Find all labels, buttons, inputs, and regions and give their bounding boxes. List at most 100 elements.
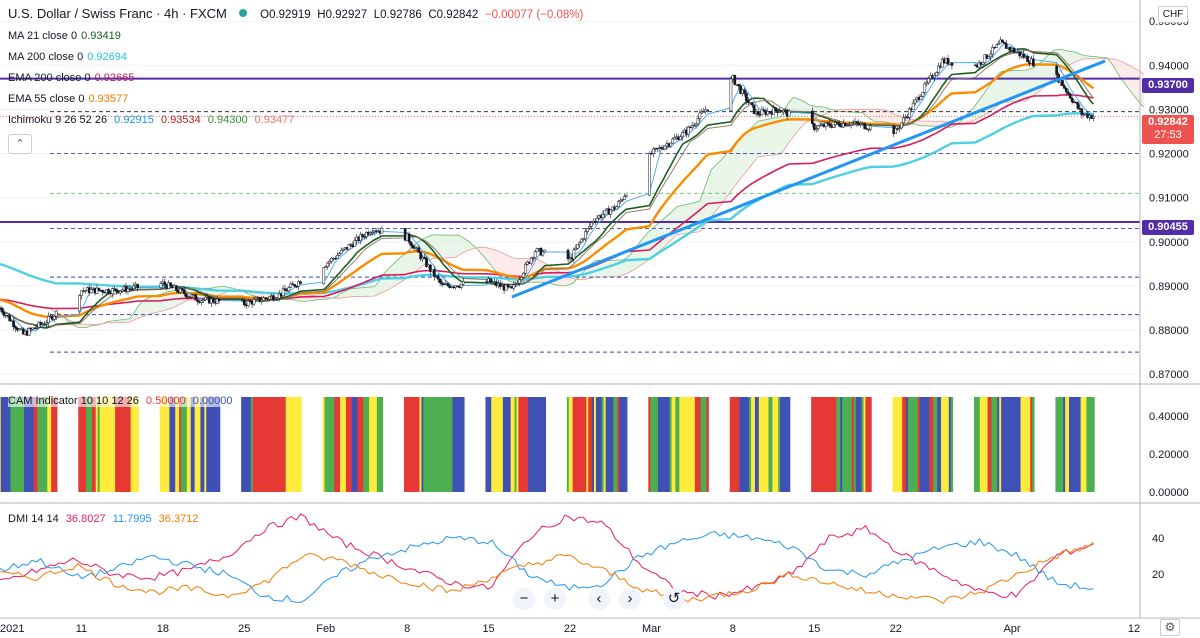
cam-bar [906, 397, 909, 492]
cam-bar [258, 397, 261, 492]
zoom-out-button[interactable]: − [513, 588, 535, 610]
legend-cam[interactable]: CAM Indicator 10 10 12 26 0.50000 0.0000… [8, 395, 233, 407]
cam-bar [785, 397, 789, 492]
cloud-segment [465, 239, 468, 252]
cam-bar [1022, 397, 1025, 492]
candle-body [1076, 102, 1080, 109]
panel-frames [0, 0, 1200, 619]
cloud-segment [738, 137, 741, 182]
cam-bar [749, 397, 752, 492]
candle-body [425, 258, 428, 267]
cam-bar [25, 397, 29, 492]
legend-ema55[interactable]: EMA 55 close 0 0.93577 [8, 93, 128, 105]
cloud-segment [482, 247, 485, 258]
cloud-segment [1120, 61, 1123, 81]
cam-bar [758, 397, 762, 492]
cloud-segment [411, 246, 413, 275]
cloud-segment [897, 115, 900, 125]
candle-body [595, 217, 599, 222]
candle-body [1055, 65, 1058, 75]
candle-body [514, 283, 518, 285]
cloud-segment [399, 256, 402, 283]
cam-bar [128, 397, 132, 492]
candle-body [335, 255, 339, 259]
legend-ichimoku[interactable]: Ichimoku 9 26 52 26 0.92915 0.93534 0.94… [8, 114, 294, 126]
cam-bar [592, 397, 595, 492]
cam-bar [652, 397, 655, 492]
cam-bar [925, 397, 928, 492]
cloud-segment [866, 109, 869, 118]
candle-body [752, 104, 756, 114]
collapse-legend-button[interactable]: ⌃ [8, 134, 32, 154]
cam-bar [689, 397, 692, 492]
cloud-segment [622, 259, 625, 276]
legend-value: 0.93534 [160, 114, 201, 126]
cam-bar [911, 397, 915, 492]
cam-bar [570, 397, 574, 492]
cam-bar [184, 397, 188, 492]
candle-body [27, 328, 31, 336]
cam-bar [917, 397, 921, 492]
cam-bar [31, 397, 35, 492]
cloud-segment [1136, 69, 1139, 101]
legend-value: 36.3712 [158, 513, 199, 525]
legend-dmi[interactable]: DMI 14 14 36.8027 11.7995 36.3712 [8, 513, 198, 525]
cloud-segment [707, 174, 710, 222]
candle-body [940, 58, 944, 68]
cam-bar [543, 397, 546, 492]
dmi-minus-line [0, 531, 1094, 603]
cam-bar [1026, 397, 1029, 492]
cloud-segment [665, 215, 667, 246]
chevron-up-icon: ⌃ [15, 138, 25, 150]
candle-body [522, 272, 525, 278]
cam-bar [101, 397, 104, 492]
cloud-segment [143, 299, 146, 317]
scroll-left-button[interactable]: ‹ [588, 588, 610, 610]
cam-bar [944, 397, 948, 492]
cam-bar [1005, 397, 1008, 492]
cam-bar [256, 397, 260, 492]
zoom-in-button[interactable]: + [544, 588, 566, 610]
candle-body [1026, 56, 1029, 62]
symbol-title[interactable]: U.S. Dollar / Swiss Franc · 4h · FXCM [8, 6, 227, 21]
candle-body [328, 260, 331, 264]
candle-body [983, 54, 987, 64]
cloud-segment [996, 74, 999, 107]
reset-chart-button[interactable]: ↺ [663, 588, 685, 610]
cam-bar [413, 397, 417, 492]
candle-body [816, 125, 820, 129]
cam-bar [673, 397, 676, 492]
cam-bar [991, 397, 994, 492]
price-tick-label: 0.88000 [1149, 325, 1189, 337]
cam-bar [111, 397, 114, 492]
trendline[interactable] [511, 59, 1106, 299]
cam-bar [37, 397, 40, 492]
legend-ema200[interactable]: EMA 200 close 0 0.92665 [8, 72, 134, 84]
cloud-segment [1122, 61, 1125, 84]
cloud-segment [391, 263, 394, 288]
candle-body [163, 281, 167, 286]
cloud-segment [1118, 60, 1121, 78]
legend-ma200[interactable]: MA 200 close 0 0.92694 [8, 51, 127, 63]
cam-bar [910, 397, 913, 492]
candle-body [107, 289, 110, 294]
cam-bar [105, 397, 108, 492]
scroll-right-button[interactable]: › [619, 588, 641, 610]
cam-bar [863, 397, 866, 492]
cam-bar [1069, 397, 1072, 492]
cam-bar [657, 397, 661, 492]
cloud-segment [496, 250, 499, 274]
currency-label[interactable]: CHF [1158, 6, 1188, 23]
cloud-segment [663, 217, 665, 248]
candle-body [359, 234, 362, 242]
settings-gear-icon[interactable]: ⚙ [1160, 619, 1180, 636]
legend-ma21[interactable]: MA 21 close 0 0.93419 [8, 30, 121, 42]
candle-body [694, 123, 698, 126]
cam-bar [365, 397, 368, 492]
cam-bar [892, 397, 895, 492]
cam-bar [454, 397, 457, 492]
cam-bar [828, 397, 831, 492]
cam-bar [272, 397, 275, 492]
cam-bar [165, 397, 168, 492]
